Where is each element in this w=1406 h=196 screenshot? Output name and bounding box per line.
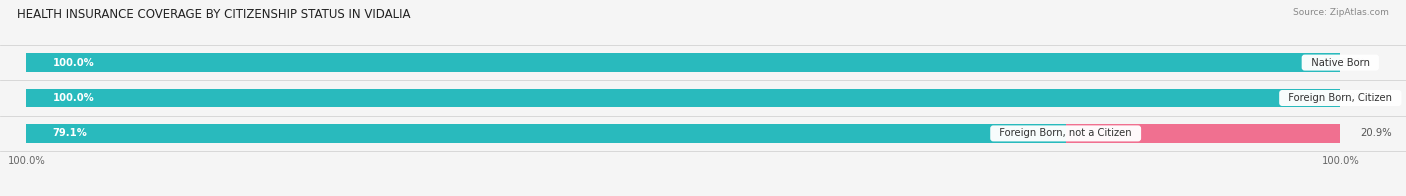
Bar [27, 89, 1340, 107]
Text: HEALTH INSURANCE COVERAGE BY CITIZENSHIP STATUS IN VIDALIA: HEALTH INSURANCE COVERAGE BY CITIZENSHIP… [17, 8, 411, 21]
Text: 0.0%: 0.0% [1340, 93, 1365, 103]
Bar [27, 124, 1066, 143]
Text: Foreign Born, not a Citizen: Foreign Born, not a Citizen [993, 128, 1137, 138]
Text: 0.0%: 0.0% [1340, 58, 1365, 68]
Text: Native Born: Native Born [1305, 58, 1376, 68]
Bar [27, 124, 1340, 143]
Text: Source: ZipAtlas.com: Source: ZipAtlas.com [1294, 8, 1389, 17]
Bar [27, 53, 1340, 72]
Text: 20.9%: 20.9% [1360, 128, 1392, 138]
Text: 79.1%: 79.1% [52, 128, 87, 138]
Text: 100.0%: 100.0% [52, 93, 94, 103]
Bar [1066, 124, 1340, 143]
Text: 100.0%: 100.0% [52, 58, 94, 68]
Bar [27, 89, 1340, 107]
Bar [1066, 124, 1340, 143]
Bar [27, 53, 1340, 72]
Text: Foreign Born, Citizen: Foreign Born, Citizen [1282, 93, 1399, 103]
